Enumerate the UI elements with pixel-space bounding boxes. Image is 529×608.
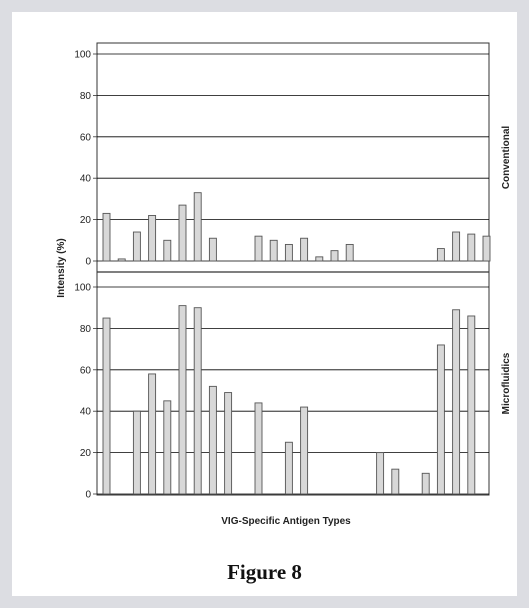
- figure-card: [12, 12, 517, 596]
- y-tick-label: 40: [80, 407, 92, 418]
- bar-microfluidics-25: [467, 315, 476, 495]
- bar-conventional-2: [117, 258, 126, 262]
- bar-conventional-3: [132, 231, 141, 262]
- bar-microfluidics-24: [452, 309, 461, 495]
- bar-microfluidics-23: [436, 344, 445, 495]
- bar-microfluidics-3: [132, 410, 141, 495]
- bar-microfluidics-22: [421, 472, 430, 495]
- bar-conventional-26: [482, 235, 491, 262]
- y-tick-label: 100: [74, 50, 91, 61]
- bar-conventional-12: [269, 239, 278, 262]
- x-axis-title: VIG-Specific Antigen Types: [221, 516, 351, 527]
- bar-conventional-16: [330, 250, 339, 262]
- y-tick-label: 80: [80, 324, 92, 335]
- bar-conventional-25: [467, 233, 476, 262]
- panel-title-microfluidics: Microfluidics: [501, 352, 512, 414]
- bar-conventional-1: [102, 212, 111, 262]
- bar-microfluidics-4: [148, 373, 157, 495]
- bar-conventional-14: [300, 237, 309, 262]
- y-tick-label: 60: [80, 132, 92, 143]
- bar-conventional-8: [208, 237, 217, 262]
- bar-microfluidics-5: [163, 400, 172, 495]
- y-tick-label: 20: [80, 448, 92, 459]
- y-tick-label: 80: [80, 91, 92, 102]
- bar-microfluidics-19: [376, 452, 385, 495]
- y-tick-label: 20: [80, 215, 92, 226]
- plot-frame: [96, 42, 490, 496]
- bar-conventional-24: [452, 231, 461, 262]
- chart: 0 20 40 60 80 100 Conventional 0 20 40 60 80 100 Micr…: [56, 42, 512, 527]
- y-tick-label: 0: [85, 490, 91, 501]
- bar-conventional-7: [193, 192, 202, 262]
- y-tick-label: 60: [80, 365, 92, 376]
- bar-conventional-6: [178, 204, 187, 262]
- bar-conventional-11: [254, 235, 263, 262]
- bar-microfluidics-14: [300, 406, 309, 495]
- bar-microfluidics-20: [391, 468, 400, 495]
- bar-conventional-23: [436, 248, 445, 262]
- y-tick-label: 40: [80, 174, 92, 185]
- bar-conventional-4: [148, 215, 157, 262]
- y-tick-label: 0: [85, 257, 91, 268]
- bar-microfluidics-9: [224, 392, 233, 495]
- bar-conventional-15: [315, 256, 324, 262]
- bar-microfluidics-1: [102, 317, 111, 495]
- y-tick-label: 100: [74, 283, 91, 294]
- bar-microfluidics-8: [208, 385, 217, 495]
- bar-conventional-5: [163, 239, 172, 262]
- bar-microfluidics-6: [178, 305, 187, 495]
- panel-title-conventional: Conventional: [501, 126, 512, 190]
- bar-microfluidics-13: [284, 441, 293, 495]
- bar-microfluidics-7: [193, 307, 202, 495]
- bar-conventional-13: [284, 243, 293, 262]
- figure-caption: Figure 8: [227, 560, 302, 584]
- bar-conventional-17: [345, 243, 354, 262]
- y-axis-title: Intensity (%): [56, 238, 67, 297]
- bar-microfluidics-11: [254, 402, 263, 495]
